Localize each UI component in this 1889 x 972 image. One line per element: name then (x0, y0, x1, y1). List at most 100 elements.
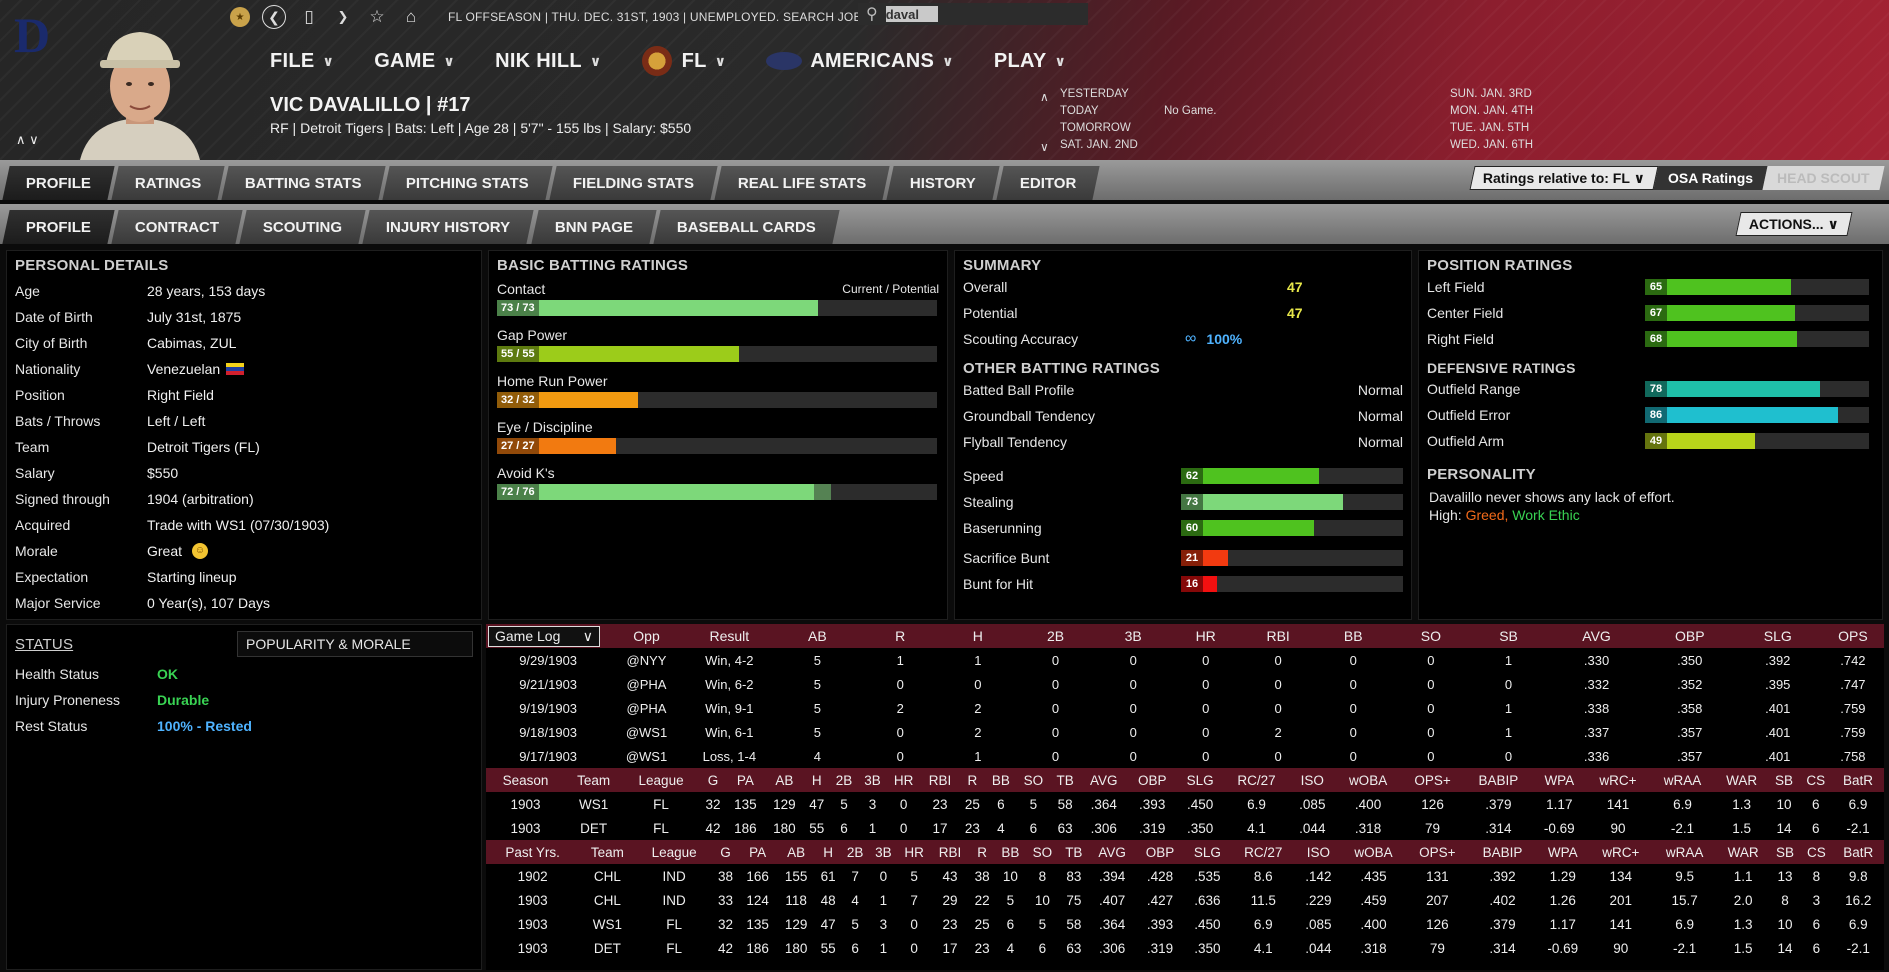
tab-pitching-stats[interactable]: PITCHING STATS (382, 166, 553, 200)
past-column-header[interactable]: 3B (869, 840, 898, 864)
page-icon[interactable]: ▯ (304, 7, 314, 26)
game-log-select[interactable]: Game Log ∨ (488, 625, 600, 647)
season-column-header[interactable]: SO (1016, 768, 1051, 792)
game-log-row[interactable]: 9/18/1903 @WS1 Win, 6-1 5 0 2 0 0 0 2 0 0 1 .337 .357.… (486, 720, 1884, 744)
season-column-header[interactable]: 3B (858, 768, 887, 792)
past-column-header[interactable]: BB (994, 840, 1026, 864)
season-column-header[interactable]: OPS+ (1401, 768, 1465, 792)
past-column-header[interactable]: BatR (1832, 840, 1884, 864)
schedule-day[interactable]: TUE. JAN. 5TH (1450, 122, 1530, 134)
game-log-column-header[interactable]: BB (1343, 628, 1363, 644)
past-column-header[interactable]: BABIP (1468, 840, 1537, 864)
season-column-header[interactable]: HR (886, 768, 921, 792)
past-column-header[interactable]: G (712, 840, 739, 864)
past-column-header[interactable]: RBI (930, 840, 970, 864)
past-column-header[interactable]: HR (897, 840, 931, 864)
season-column-header[interactable]: H (803, 768, 830, 792)
game-log-row[interactable]: 9/21/1903 @PHA Win, 6-2 5 0 0 0 0 0 0 0 0 0 .332 .352.… (486, 672, 1884, 696)
osa-ratings-button[interactable]: OSA Ratings (1653, 166, 1768, 190)
subtab-contract[interactable]: CONTRACT (111, 210, 243, 244)
past-column-header[interactable]: AVG (1088, 840, 1136, 864)
schedule-down-icon[interactable]: ∨ (1040, 140, 1049, 154)
past-column-header[interactable]: SO (1025, 840, 1060, 864)
game-log-row[interactable]: 9/29/1903 @NYY Win, 4-2 5 1 1 0 0 0 0 0 0 1 .330 .350.… (486, 648, 1884, 672)
game-log-column-header[interactable]: 2B (1046, 628, 1065, 644)
season-column-header[interactable]: BB (985, 768, 1017, 792)
season-column-header[interactable]: AB (764, 768, 804, 792)
schedule-day[interactable]: SUN. JAN. 3RD (1450, 88, 1532, 100)
menu-play[interactable]: PLAY ∨ (994, 46, 1066, 76)
past-column-header[interactable]: 2B (841, 840, 870, 864)
tab-fielding-stats[interactable]: FIELDING STATS (549, 166, 718, 200)
tab-real-life-stats[interactable]: REAL LIFE STATS (714, 166, 890, 200)
past-column-header[interactable]: Team (579, 840, 636, 864)
past-column-header[interactable]: SB (1769, 840, 1801, 864)
menu-game[interactable]: GAME ∨ (374, 46, 455, 76)
subtab-baseball-cards[interactable]: BASEBALL CARDS (652, 210, 840, 244)
season-column-header[interactable]: SB (1768, 768, 1800, 792)
past-column-header[interactable]: WPA (1536, 840, 1590, 864)
menu-league[interactable]: FL ∨ (641, 46, 727, 76)
home-icon[interactable]: ⌂ (405, 7, 417, 26)
season-column-header[interactable]: RBI (920, 768, 960, 792)
game-log-column-header[interactable]: H (972, 628, 983, 644)
game-log-column-header[interactable]: Result (709, 628, 750, 644)
tab-batting-stats[interactable]: BATTING STATS (221, 166, 386, 200)
head-scout-button[interactable]: HEAD SCOUT (1762, 166, 1885, 190)
season-column-header[interactable]: OBP (1127, 768, 1177, 792)
game-log-column-header[interactable]: SLG (1763, 628, 1792, 644)
medal-icon[interactable]: ★ (230, 7, 250, 27)
subtab-profile[interactable]: PROFILE (2, 210, 115, 244)
tab-history[interactable]: HISTORY (886, 166, 1000, 200)
past-column-header[interactable]: wRAA (1652, 840, 1717, 864)
past-column-header[interactable]: RC/27 (1230, 840, 1296, 864)
season-column-header[interactable]: G (699, 768, 726, 792)
season-column-header[interactable]: R (959, 768, 986, 792)
schedule-day[interactable]: WED. JAN. 6TH (1450, 139, 1534, 151)
actions-dropdown[interactable]: ACTIONS... ∨ (1735, 212, 1853, 236)
past-column-header[interactable]: wOBA (1340, 840, 1407, 864)
season-column-header[interactable]: TB (1050, 768, 1081, 792)
ratings-relative-select[interactable]: Ratings relative to: FL ∨ (1469, 166, 1659, 190)
detail-value[interactable]: Detroit Tigers (FL) (147, 439, 260, 455)
season-column-header[interactable]: Team (565, 768, 623, 792)
search-input[interactable] (885, 6, 938, 22)
season-column-header[interactable]: ISO (1289, 768, 1336, 792)
menu-team[interactable]: AMERICANS ∨ (766, 46, 954, 76)
tab-ratings[interactable]: RATINGS (111, 166, 226, 200)
game-log-column-header[interactable]: HR (1195, 628, 1216, 644)
past-column-header[interactable]: OBP (1135, 840, 1185, 864)
status-breadcrumb[interactable]: FL OFFSEASON | THU. DEC. 31ST, 1903 | UN… (448, 10, 885, 24)
past-column-header[interactable]: TB (1059, 840, 1089, 864)
past-column-header[interactable]: CS (1800, 840, 1833, 864)
game-log-row[interactable]: 9/17/1903 @WS1 Loss, 1-4 4 0 1 0 0 0 0 0 0 0 .336 .357… (486, 744, 1884, 768)
subtab-bnn-page[interactable]: BNN PAGE (530, 210, 657, 244)
season-column-header[interactable]: RC/27 (1223, 768, 1290, 792)
tab-profile[interactable]: PROFILE (2, 166, 115, 200)
schedule-row[interactable]: YESTERDAY (1060, 88, 1216, 105)
menu-file[interactable]: FILE ∨ (270, 46, 334, 76)
subtab-injury-history[interactable]: INJURY HISTORY (362, 210, 535, 244)
past-column-header[interactable]: ISO (1295, 840, 1341, 864)
past-column-header[interactable]: R (969, 840, 995, 864)
season-column-header[interactable]: PA (725, 768, 765, 792)
subtab-scouting[interactable]: SCOUTING (239, 210, 366, 244)
game-log-column-header[interactable]: SB (1499, 628, 1518, 644)
past-column-header[interactable]: OPS+ (1406, 840, 1469, 864)
schedule-row[interactable]: TODAY No Game. (1060, 105, 1216, 122)
game-log-column-header[interactable]: R (895, 628, 906, 644)
past-column-header[interactable]: Past Yrs. (486, 840, 580, 864)
tab-editor[interactable]: EDITOR (996, 166, 1101, 200)
player-nav-arrows[interactable]: ∧ ∨ (16, 132, 39, 147)
season-column-header[interactable]: Season (486, 768, 566, 792)
season-column-header[interactable]: 2B (829, 768, 859, 792)
season-column-header[interactable]: CS (1799, 768, 1832, 792)
past-column-header[interactable]: WAR (1716, 840, 1770, 864)
game-log-column-header[interactable]: AB (808, 628, 827, 644)
schedule-row[interactable]: TOMORROW (1060, 122, 1216, 139)
past-column-header[interactable]: H (815, 840, 842, 864)
season-column-header[interactable]: wRC+ (1585, 768, 1651, 792)
past-column-header[interactable]: wRC+ (1589, 840, 1653, 864)
game-log-row[interactable]: 9/19/1903 @PHA Win, 9-1 5 2 2 0 0 0 0 0 0 1 .338 .358.… (486, 696, 1884, 720)
season-column-header[interactable]: SLG (1176, 768, 1224, 792)
